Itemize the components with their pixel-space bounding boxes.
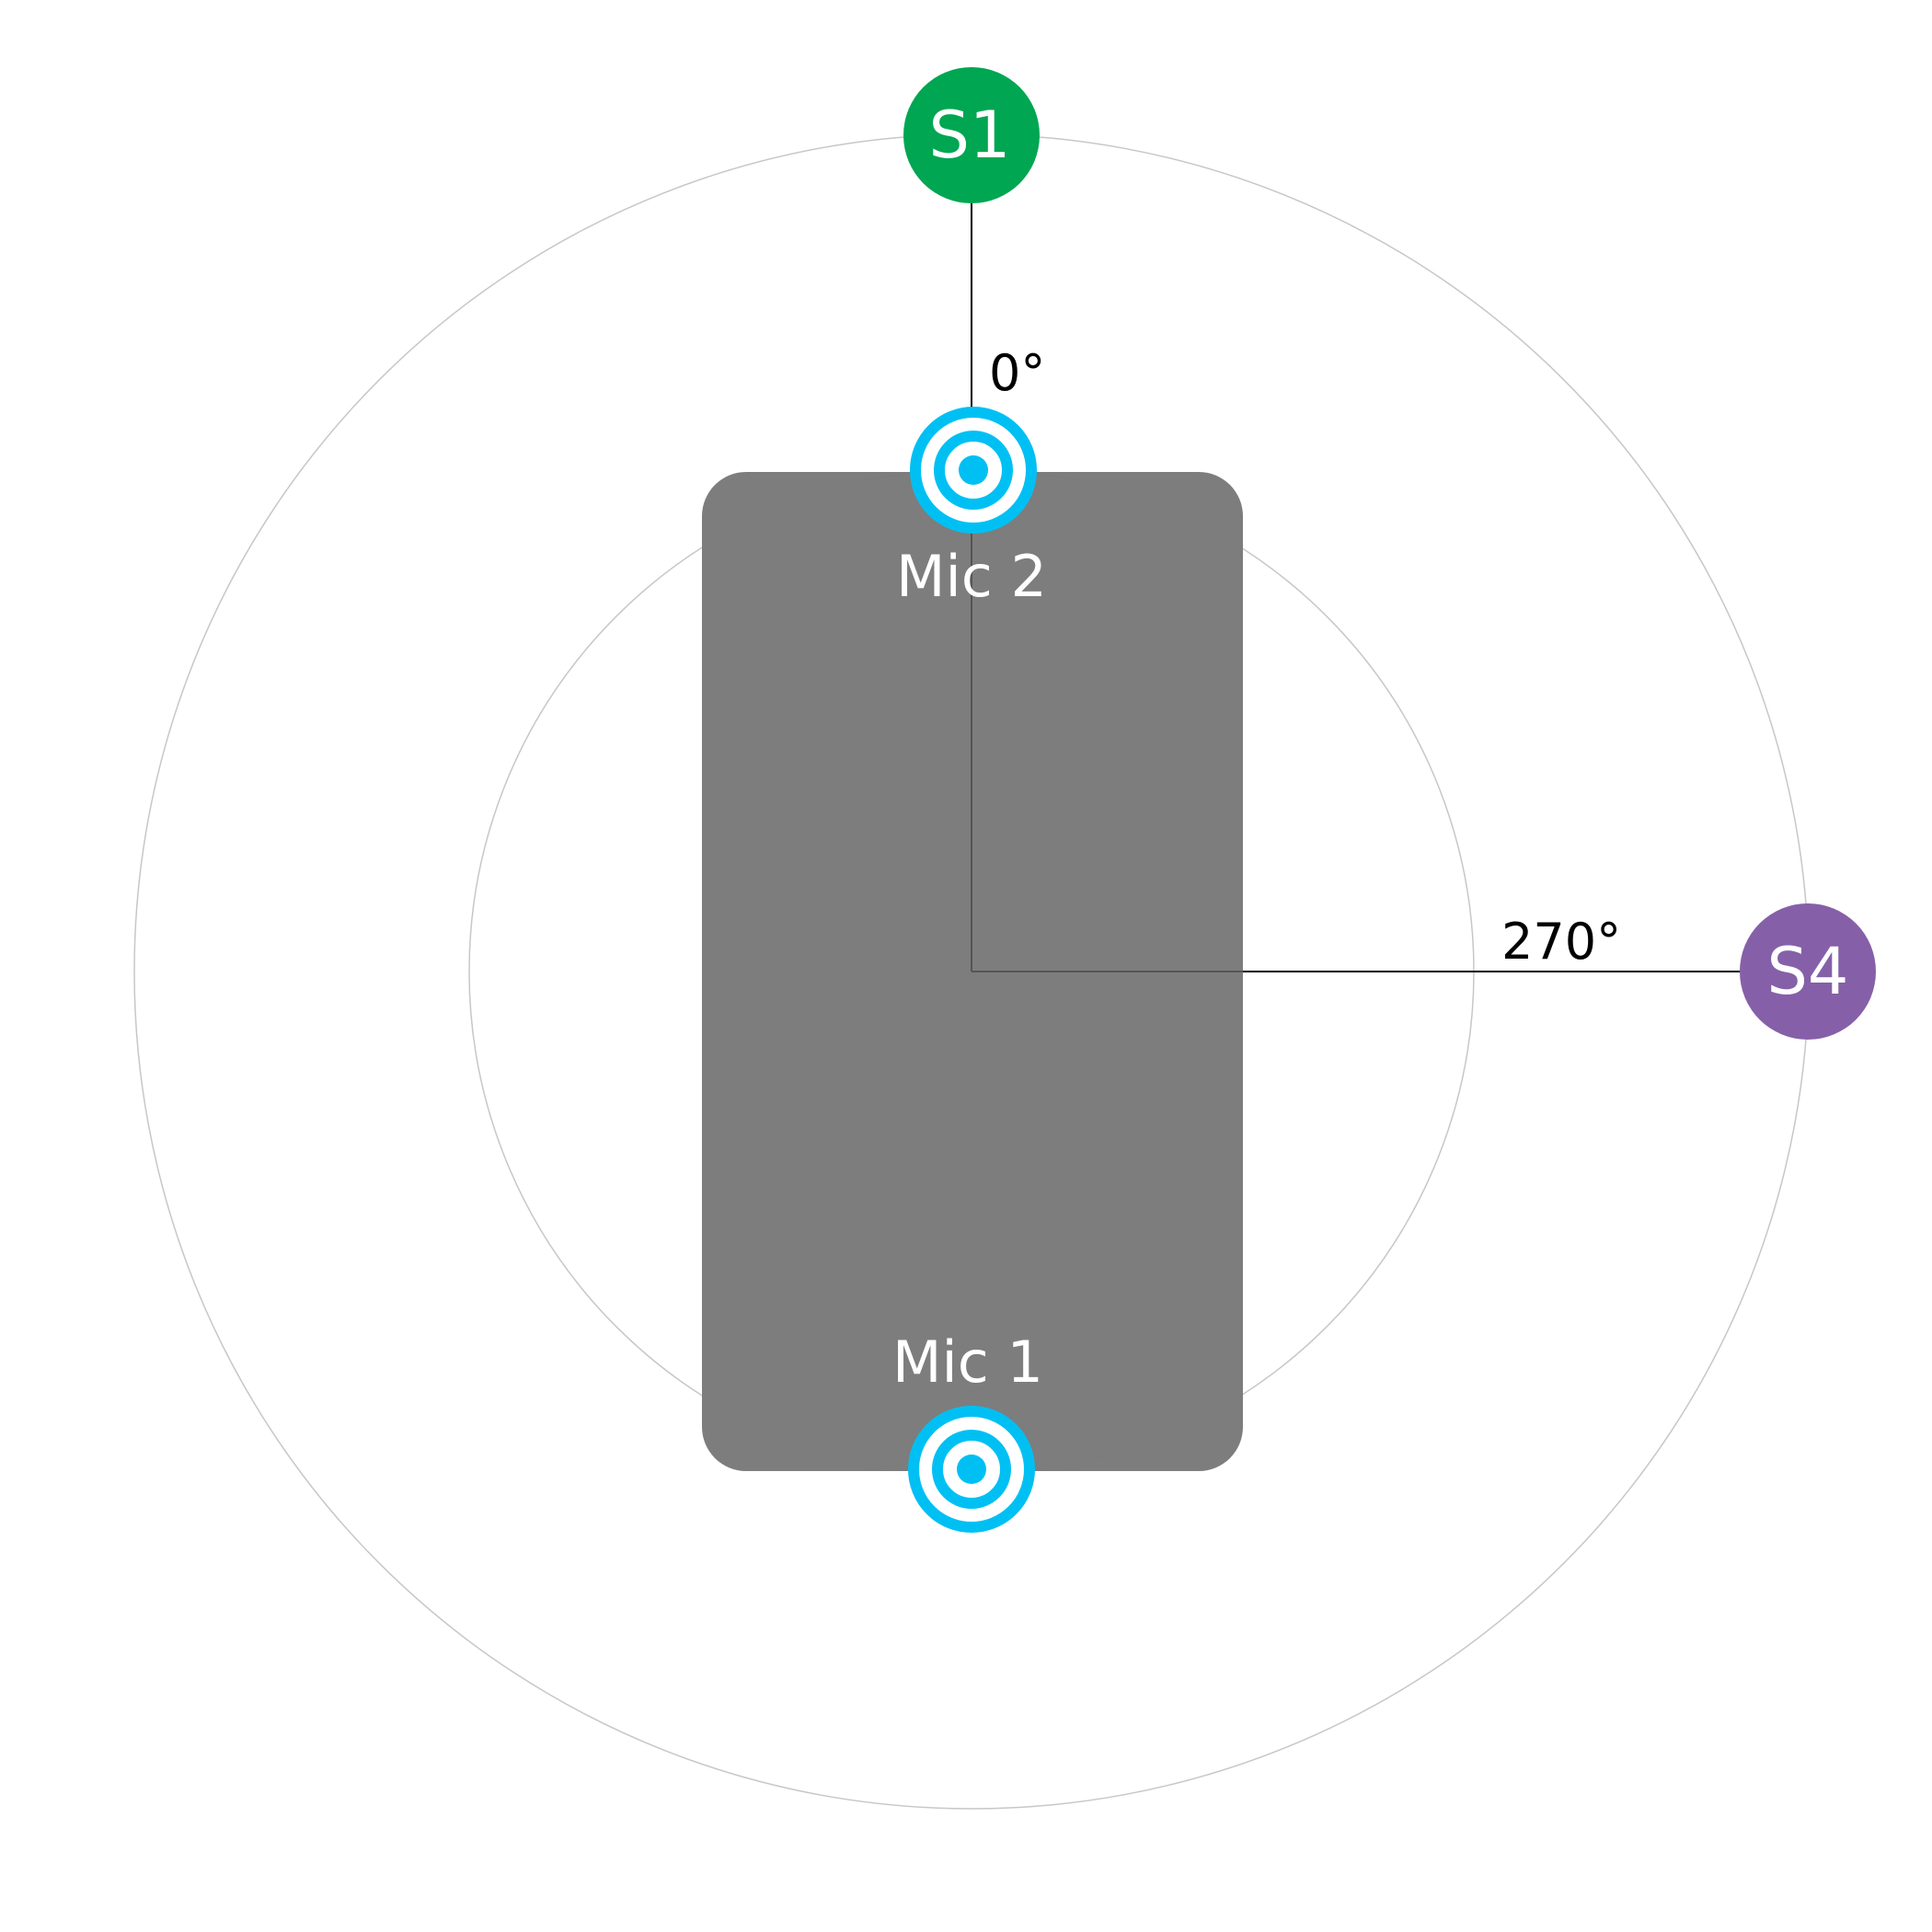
mic-2-label: Mic 2: [896, 543, 1047, 610]
source-s4-marker: [1740, 903, 1876, 1040]
source-s1: S1: [903, 67, 1040, 203]
concentric-rings-icon: [910, 407, 1037, 534]
concentric-rings-icon: [908, 1406, 1035, 1533]
source-s4: S4: [1740, 903, 1876, 1040]
mic-1: Mic 1: [892, 1328, 1043, 1533]
source-s1-marker: [903, 67, 1040, 203]
mic-1-label: Mic 1: [892, 1328, 1043, 1396]
angle-label-s4: 270°: [1501, 913, 1621, 971]
source-s1-label: S1: [929, 98, 1011, 173]
mic-2: Mic 2: [896, 407, 1047, 610]
source-s4-label: S4: [1767, 934, 1849, 1009]
angle-label-s1: 0°: [989, 344, 1045, 402]
